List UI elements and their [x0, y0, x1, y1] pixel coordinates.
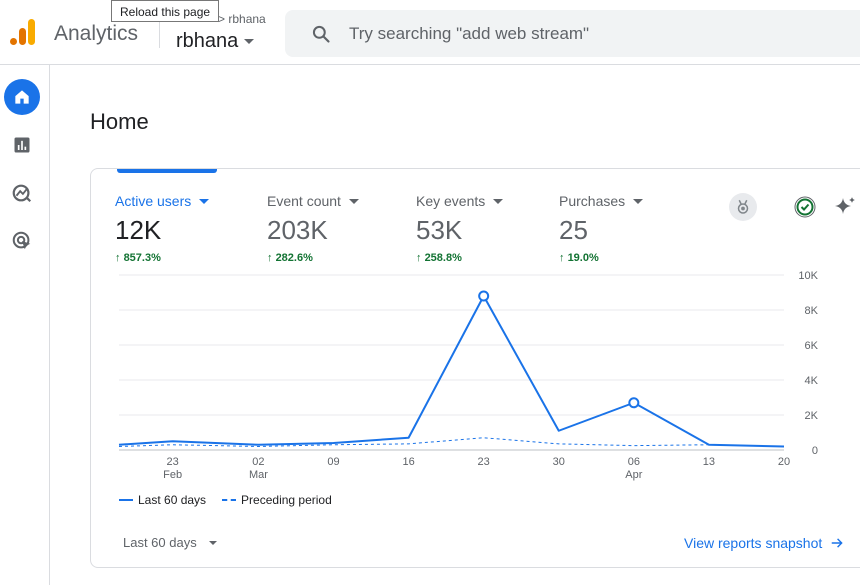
date-range-selector[interactable]: Last 60 days	[123, 535, 217, 550]
search-icon	[312, 25, 330, 43]
y-tick-label: 0	[812, 445, 818, 457]
dropdown-arrow-icon	[493, 198, 504, 204]
arrow-up-icon: ↑	[115, 252, 124, 264]
property-name: rbhana	[176, 30, 239, 52]
nav-home-button[interactable]	[4, 79, 40, 115]
breadcrumb[interactable]: > rbhana	[218, 12, 266, 26]
y-tick-label: 2K	[805, 410, 819, 422]
metric-label[interactable]: Event count	[267, 193, 359, 209]
property-selector[interactable]: rbhana	[176, 30, 255, 53]
metric-value: 12K	[115, 215, 162, 245]
metric-label[interactable]: Key events	[416, 193, 504, 209]
y-tick-label: 4K	[805, 375, 819, 387]
x-tick-label: 16	[402, 456, 414, 468]
sparkle-insights-button[interactable]	[831, 193, 859, 221]
status-check-button[interactable]	[791, 193, 819, 221]
page-title: Home	[90, 109, 149, 134]
x-tick-label: 09	[327, 456, 339, 468]
search-bar[interactable]	[285, 10, 860, 57]
nav-reports-button[interactable]	[4, 127, 40, 163]
chart-legend: Last 60 days Preceding period	[119, 493, 332, 507]
x-tick-label: 23	[478, 456, 490, 468]
y-tick-label: 6K	[805, 340, 819, 352]
search-input[interactable]	[349, 23, 749, 44]
metric-label[interactable]: Active users	[115, 193, 210, 209]
metric-change: ↑ 19.0%	[559, 252, 599, 264]
x-tick-label: 20	[778, 456, 790, 468]
x-tick-label: 23	[167, 456, 179, 468]
view-link-label: View reports snapshot	[684, 535, 823, 551]
metric-label[interactable]: Purchases	[559, 193, 644, 209]
breadcrumb-account: rbhana	[228, 12, 266, 26]
x-tick-month-label: Mar	[249, 469, 268, 481]
sparkle-icon	[835, 197, 855, 214]
legend-dashed-swatch	[222, 499, 237, 501]
app-name: Analytics	[54, 22, 139, 45]
data-point-marker	[628, 397, 640, 409]
data-point-marker	[478, 290, 490, 302]
advertising-icon	[12, 231, 31, 250]
x-tick-month-label: Apr	[625, 469, 642, 481]
metric-key-events[interactable]: Key events 53K ↑ 258.8%	[416, 193, 504, 264]
x-tick-label: 02	[252, 456, 264, 468]
metric-event-count[interactable]: Event count 203K ↑ 282.6%	[267, 193, 359, 264]
selected-tab-indicator	[117, 169, 217, 173]
metric-change: ↑ 258.8%	[416, 252, 462, 264]
nav-advertising-button[interactable]	[4, 223, 40, 259]
date-range-label: Last 60 days	[123, 535, 197, 550]
arrow-up-icon: ↑	[267, 252, 276, 264]
view-reports-snapshot-link[interactable]: View reports snapshot	[684, 535, 844, 551]
metric-change: ↑ 857.3%	[115, 252, 161, 264]
current-period-line	[118, 295, 785, 448]
metric-value: 25	[559, 215, 588, 245]
legend-current: Last 60 days	[138, 493, 207, 507]
dropdown-arrow-icon	[633, 198, 644, 204]
side-nav	[0, 65, 50, 585]
metric-purchases[interactable]: Purchases 25 ↑ 19.0%	[559, 193, 644, 264]
x-tick-label: 13	[703, 456, 715, 468]
top-bar: Analytics > rbhana rbhana Reload this pa…	[0, 0, 860, 65]
caret-down-icon	[208, 540, 217, 545]
breadcrumb-separator: >	[218, 12, 229, 26]
arrow-right-icon	[832, 538, 843, 548]
dropdown-arrow-icon	[348, 198, 359, 204]
main-content: Home Active users 12K ↑ 857.3% Event cou…	[51, 66, 860, 585]
legend-solid-swatch	[119, 499, 133, 501]
metric-value: 53K	[416, 215, 463, 245]
bar-chart-icon	[14, 137, 30, 153]
metric-value: 203K	[267, 215, 328, 245]
analytics-logo[interactable]	[9, 17, 37, 47]
insights-badge-button[interactable]	[729, 193, 757, 221]
y-tick-label: 10K	[798, 270, 818, 282]
x-tick-label: 06	[628, 456, 640, 468]
header-divider	[159, 18, 160, 48]
nav-explore-button[interactable]	[4, 175, 40, 211]
check-circle-icon	[794, 196, 816, 218]
legend-previous: Preceding period	[241, 493, 332, 507]
overview-card: Active users 12K ↑ 857.3% Event count 20…	[90, 168, 860, 568]
preceding-period-line	[118, 437, 785, 447]
dropdown-arrow-icon	[199, 198, 210, 204]
x-tick-label: 30	[553, 456, 565, 468]
medal-icon	[737, 199, 749, 214]
tooltip: Reload this page	[111, 0, 220, 22]
arrow-up-icon: ↑	[416, 252, 425, 264]
metric-active-users[interactable]: Active users 12K ↑ 857.3%	[115, 193, 210, 264]
caret-down-icon	[244, 39, 255, 44]
home-icon	[15, 90, 29, 104]
metric-change: ↑ 282.6%	[267, 252, 313, 264]
y-tick-label: 8K	[805, 305, 819, 317]
x-tick-month-label: Feb	[163, 469, 182, 481]
explore-icon	[12, 184, 32, 203]
arrow-up-icon: ↑	[559, 252, 568, 264]
